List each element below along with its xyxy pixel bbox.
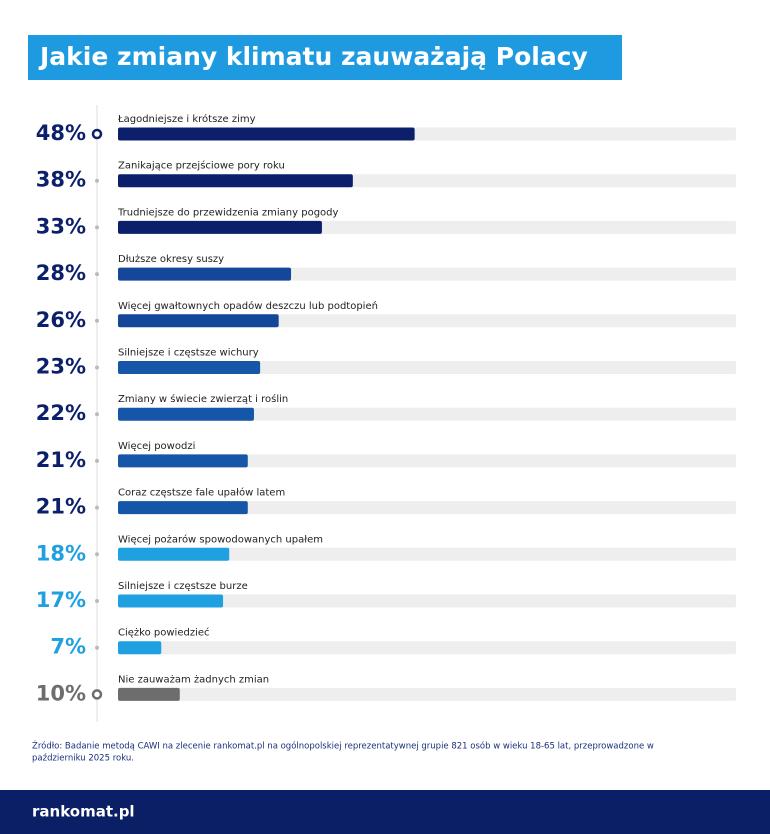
category-label: Nie zauważam żadnych zmian (118, 674, 269, 685)
category-label: Łagodniejsze i krótsze zimy (117, 113, 256, 125)
bar (118, 407, 254, 421)
category-label: Dłuższe okresy suszy (118, 254, 224, 265)
category-label: Silniejsze i częstsze wichury (118, 348, 259, 359)
category-label: Silniejsze i częstsze burze (118, 581, 248, 592)
bar-track (118, 641, 736, 655)
bar (118, 127, 415, 141)
value-label: 28% (36, 261, 86, 285)
category-label: Zmiany w świecie zwierząt i roślin (118, 393, 288, 405)
bar-track (118, 407, 736, 421)
marker (91, 689, 103, 700)
value-label: 48% (36, 121, 86, 145)
category-label: Trudniejsze do przewidzenia zmiany pogod… (117, 207, 339, 218)
bar-track (118, 687, 736, 701)
marker (95, 505, 99, 510)
bar (118, 687, 180, 701)
footer (0, 790, 770, 834)
value-label: 21% (36, 448, 86, 472)
category-label: Więcej pożarów spowodowanych upałem (118, 533, 323, 545)
value-label: 7% (50, 635, 86, 659)
bar (118, 547, 230, 561)
value-label: 18% (36, 541, 86, 565)
chart-title: Jakie zmiany klimatu zauważają Polacy (38, 42, 588, 71)
value-label: 26% (36, 308, 86, 332)
marker (95, 412, 99, 417)
marker (95, 318, 99, 323)
bar-track (118, 594, 736, 608)
value-label: 38% (36, 168, 86, 192)
bar (118, 267, 292, 281)
marker (95, 272, 99, 277)
category-label: Ciężko powiedzieć (118, 627, 210, 639)
value-label: 23% (36, 355, 86, 379)
value-label: 21% (36, 495, 86, 519)
bar (118, 501, 248, 515)
marker (95, 225, 99, 230)
source: październiku 2025 roku. (32, 754, 134, 764)
value-label: 22% (36, 401, 86, 425)
marker (95, 552, 99, 557)
marker (95, 599, 99, 603)
category-label: Więcej gwałtownych opadów deszczu lub po… (118, 300, 378, 312)
bar (118, 454, 248, 468)
category-label: Zanikające przejściowe pory roku (118, 160, 285, 172)
marker (91, 128, 103, 140)
marker (95, 458, 99, 463)
bar (118, 174, 353, 188)
value-label: 10% (36, 681, 86, 705)
marker (95, 645, 99, 650)
bar (118, 641, 162, 655)
source: Źródło: Badanie metodą CAWI na zlecenie … (32, 740, 654, 752)
value-label: 17% (36, 588, 86, 612)
bar (118, 361, 261, 374)
brand: rankomat.pl (32, 803, 135, 821)
bar-track (118, 361, 736, 374)
category-label: Więcej powodzi (118, 441, 195, 452)
bar (118, 220, 322, 234)
marker (95, 178, 99, 183)
bar-track (118, 501, 736, 515)
bar (118, 314, 279, 328)
bar (118, 594, 224, 608)
bar-track (118, 547, 736, 561)
value-label: 33% (36, 214, 86, 238)
title-box (28, 35, 622, 80)
marker (95, 365, 99, 370)
category-label: Coraz częstsze fale upałów latem (118, 487, 285, 499)
bar-track (118, 454, 736, 468)
